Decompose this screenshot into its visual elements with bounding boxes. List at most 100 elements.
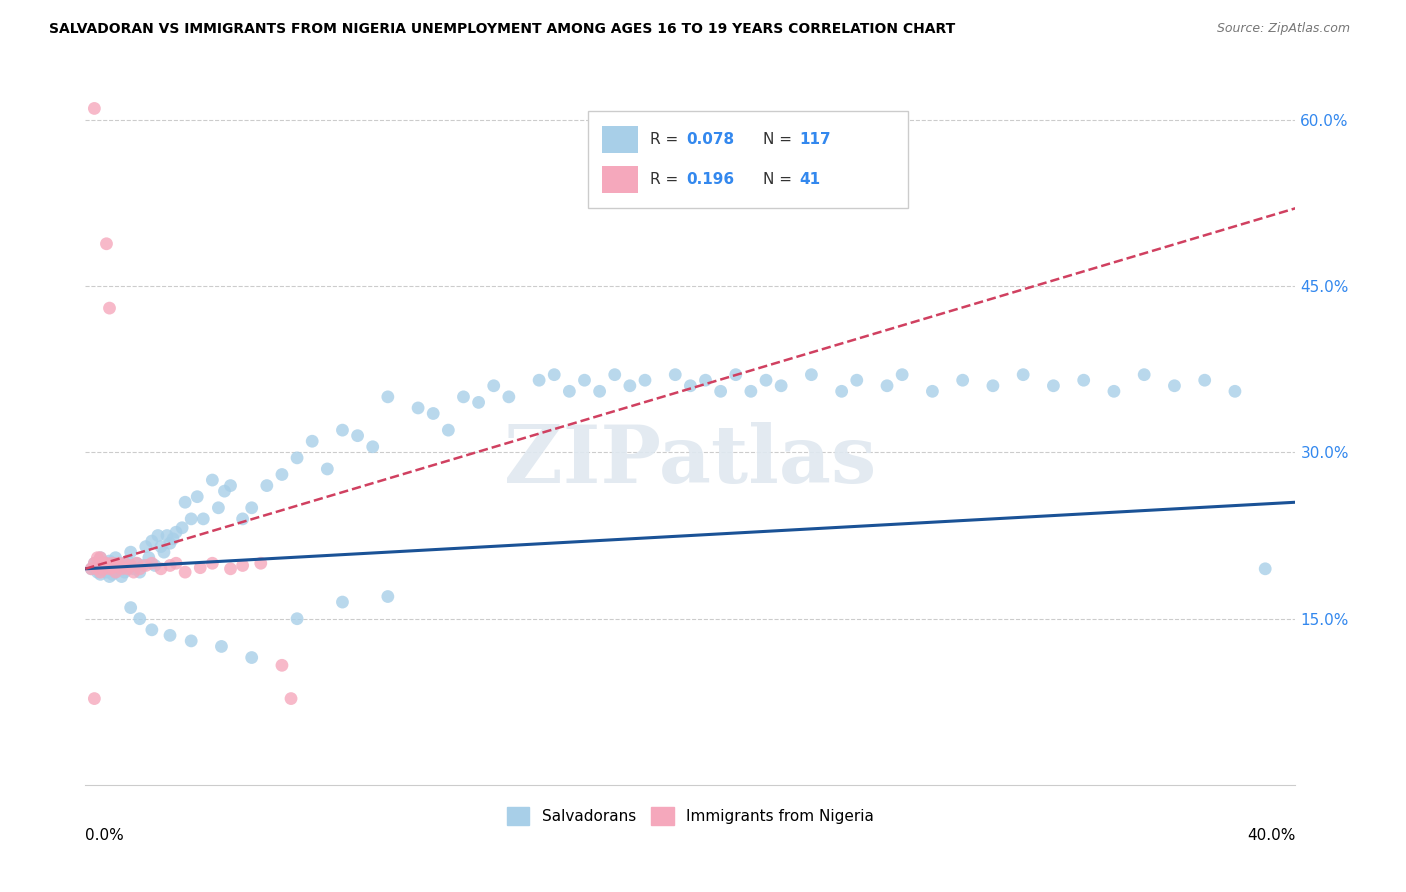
Point [981, 378, 1004, 392]
Point [104, 550, 127, 565]
Point [104, 558, 127, 573]
Point [574, 373, 596, 387]
Point [174, 565, 197, 579]
Point [101, 567, 124, 582]
Point [921, 384, 943, 399]
Point [1042, 378, 1064, 392]
Legend: Salvadorans, Immigrants from Nigeria: Salvadorans, Immigrants from Nigeria [501, 801, 880, 831]
Text: N =: N = [763, 132, 797, 147]
Point [346, 428, 368, 442]
Point [83, 556, 105, 570]
Point [588, 384, 610, 399]
Point [141, 534, 163, 549]
Point [120, 600, 142, 615]
Point [117, 562, 139, 576]
Text: SALVADORAN VS IMMIGRANTS FROM NIGERIA UNEMPLOYMENT AMONG AGES 16 TO 19 YEARS COR: SALVADORAN VS IMMIGRANTS FROM NIGERIA UN… [49, 22, 956, 37]
Point [755, 373, 778, 387]
Point [770, 378, 793, 392]
Point [93, 558, 115, 573]
Point [96, 560, 118, 574]
Point [117, 562, 139, 576]
Point [437, 423, 460, 437]
Point [122, 565, 145, 579]
Point [332, 423, 354, 437]
Point [107, 562, 129, 576]
Point [634, 373, 657, 387]
Point [96, 556, 118, 570]
Point [422, 407, 444, 421]
Point [110, 560, 132, 574]
Point [952, 373, 974, 387]
Point [710, 384, 733, 399]
Point [285, 450, 308, 465]
Point [543, 368, 565, 382]
Point [149, 562, 172, 576]
Point [86, 558, 108, 573]
Point [1073, 373, 1095, 387]
Point [128, 612, 150, 626]
Point [86, 550, 108, 565]
Point [603, 368, 626, 382]
Point [83, 556, 105, 570]
Point [1133, 368, 1156, 382]
Point [141, 623, 163, 637]
Text: 0.078: 0.078 [686, 132, 735, 147]
Point [498, 390, 520, 404]
Point [193, 512, 215, 526]
Point [89, 567, 111, 582]
Point [89, 550, 111, 565]
Point [280, 691, 302, 706]
Point [159, 628, 181, 642]
Point [527, 373, 550, 387]
Point [1163, 378, 1185, 392]
Point [232, 558, 254, 573]
Point [135, 558, 157, 573]
Point [180, 512, 202, 526]
Point [695, 373, 717, 387]
Point [165, 525, 187, 540]
Point [186, 490, 208, 504]
Point [664, 368, 686, 382]
Point [125, 556, 148, 570]
Point [201, 556, 224, 570]
Point [110, 562, 132, 576]
Text: 41: 41 [799, 172, 821, 187]
Point [104, 565, 127, 579]
Point [122, 562, 145, 576]
Point [86, 562, 108, 576]
Point [891, 368, 914, 382]
Point [845, 373, 868, 387]
FancyBboxPatch shape [602, 126, 638, 153]
Point [162, 532, 184, 546]
Point [96, 236, 118, 251]
Point [101, 558, 124, 573]
Point [89, 550, 111, 565]
Point [619, 378, 641, 392]
Point [98, 562, 121, 576]
Point [406, 401, 429, 415]
Text: 0.0%: 0.0% [86, 829, 124, 843]
Point [174, 495, 197, 509]
Point [83, 691, 105, 706]
Text: 117: 117 [799, 132, 831, 147]
Point [149, 540, 172, 554]
Point [558, 384, 581, 399]
Point [201, 473, 224, 487]
Point [679, 378, 702, 392]
Point [831, 384, 853, 399]
Point [301, 434, 323, 449]
Point [98, 562, 121, 576]
Point [80, 562, 103, 576]
Point [93, 562, 115, 576]
Point [800, 368, 823, 382]
Point [93, 562, 115, 576]
Point [159, 536, 181, 550]
Point [98, 301, 121, 315]
Point [232, 512, 254, 526]
Point [453, 390, 475, 404]
Point [1012, 368, 1035, 382]
Point [104, 565, 127, 579]
Point [156, 528, 179, 542]
Point [153, 545, 176, 559]
Point [114, 556, 136, 570]
